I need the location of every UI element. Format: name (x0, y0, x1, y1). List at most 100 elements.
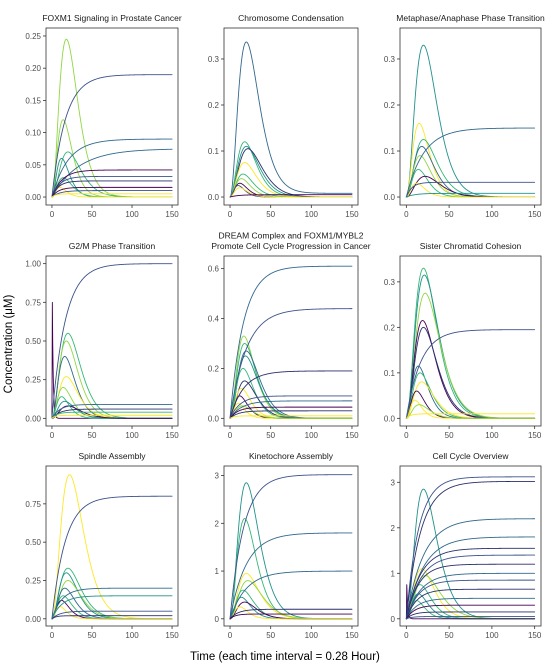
series-line (405, 604, 536, 620)
x-tick-label: 0 (50, 631, 55, 640)
x-tick-label: 0 (404, 431, 409, 440)
series-line (229, 474, 353, 620)
series-line (229, 608, 353, 620)
series-line (51, 190, 173, 198)
y-tick-label: 1 (215, 567, 220, 576)
x-tick-label: 50 (88, 431, 97, 440)
x-tick-label: 150 (345, 631, 359, 640)
y-tick-label: 1.00 (25, 260, 41, 269)
plot-frame (223, 465, 359, 627)
series-line (51, 138, 173, 198)
series-line (229, 532, 353, 620)
y-tick-label: 1 (391, 569, 396, 578)
series-line (405, 476, 536, 620)
y-tick-label: 0.25 (25, 376, 41, 385)
series-line (405, 588, 536, 620)
series-line (51, 186, 173, 198)
x-tick-label: 0 (228, 631, 233, 640)
series-line (405, 404, 536, 419)
series-group (405, 44, 536, 198)
y-tick-label: 0.50 (25, 538, 41, 547)
panel-title: G2/M Phase Transition (69, 241, 156, 251)
panel-6: Sister Chromatid Cohesion 0 50 100 150 0.0 0.1… (384, 241, 542, 440)
series-line (405, 122, 536, 198)
y-tick-label: 0.2 (384, 323, 396, 332)
panel-title: Sister Chromatid Cohesion (420, 241, 522, 251)
series-line (405, 413, 536, 419)
y-tick-label: 0.0 (208, 414, 220, 423)
series-line (51, 587, 173, 620)
y-tick-label: 0.10 (25, 129, 41, 138)
y-tick-label: 3 (391, 478, 396, 487)
series-line (51, 403, 173, 419)
series-line (229, 395, 353, 419)
x-tick-label: 100 (305, 631, 319, 640)
y-tick-label: 0.0 (208, 193, 220, 202)
panel-4: G2/M Phase Transition 0 50 100 150 0.00 0.25 0.… (25, 241, 179, 440)
series-line (405, 44, 536, 198)
y-tick-label: 0.0 (384, 193, 396, 202)
series-line (405, 127, 536, 198)
y-tick-label: 0.00 (25, 193, 41, 202)
panel-3: Metaphase/Anaphase Phase Transition 0 50 10… (384, 13, 545, 219)
series-line (405, 572, 536, 620)
series-line (51, 263, 173, 419)
series-line (51, 169, 173, 198)
series-line (51, 405, 173, 419)
panel-title: FOXM1 Signaling in Prostate Cancer (42, 13, 182, 23)
panel-title: Chromosome Condensation (238, 13, 344, 23)
panel-title: Spindle Assembly (78, 451, 146, 461)
x-tick-label: 50 (266, 431, 275, 440)
y-tick-label: 0.25 (25, 576, 41, 585)
plot-frame (399, 27, 542, 206)
series-line (229, 308, 353, 419)
series-line (229, 194, 353, 198)
series-line (405, 381, 536, 419)
x-tick-label: 150 (345, 210, 359, 219)
series-line (51, 408, 173, 419)
x-tick-label: 150 (528, 210, 542, 219)
series-line (405, 616, 536, 620)
y-axis-label: Concentration (μM) (3, 295, 15, 394)
y-tick-label: 0.25 (25, 32, 41, 41)
x-axis-label: Time (each time interval = 0.28 Hour) (190, 651, 380, 663)
x-tick-label: 50 (88, 210, 97, 219)
plot-frame (223, 255, 359, 427)
series-line (51, 186, 173, 198)
series-group (229, 474, 353, 620)
x-tick-label: 100 (125, 210, 139, 219)
series-line (229, 265, 353, 419)
series-line (405, 597, 536, 620)
series-line (405, 181, 536, 198)
series-line (229, 410, 353, 419)
x-tick-label: 100 (485, 431, 499, 440)
y-tick-label: 0.2 (208, 364, 220, 373)
x-tick-label: 0 (228, 210, 233, 219)
series-line (405, 274, 536, 419)
series-line (405, 518, 536, 620)
series-line (51, 193, 173, 198)
series-line (51, 495, 173, 620)
series-line (51, 411, 173, 419)
y-tick-label: 0.1 (208, 147, 220, 156)
x-tick-label: 100 (485, 631, 499, 640)
series-line (51, 610, 173, 620)
plot-frame (45, 27, 179, 206)
y-tick-label: 0.3 (384, 55, 396, 64)
panel-7: Spindle Assembly 0 50 100 150 0.00 0.25 0.50 0.7… (25, 451, 179, 640)
series-group (51, 474, 173, 620)
series-group (405, 476, 536, 620)
series-line (405, 182, 536, 198)
x-tick-label: 50 (266, 631, 275, 640)
x-tick-label: 50 (445, 431, 454, 440)
y-tick-label: 0.75 (25, 500, 41, 509)
panel-1: FOXM1 Signaling in Prostate Cancer 0 50 100… (25, 13, 181, 219)
series-group (229, 41, 353, 198)
series-group (229, 265, 353, 419)
series-line (405, 579, 536, 620)
series-line (405, 480, 536, 620)
series-line (405, 326, 536, 419)
x-tick-label: 50 (445, 631, 454, 640)
